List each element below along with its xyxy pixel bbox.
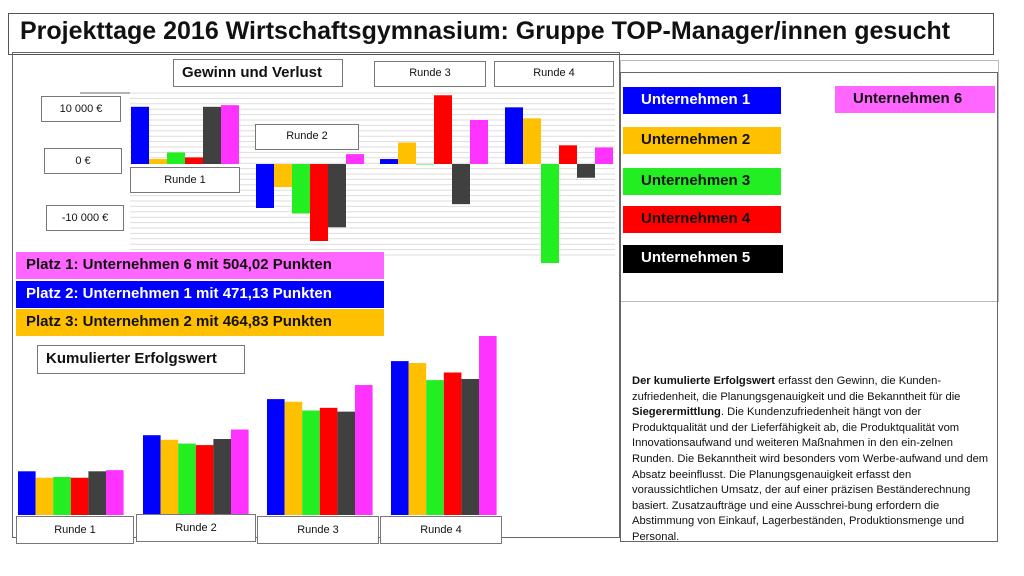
cumulative-bar	[391, 361, 409, 515]
note-text-2: . Die Kundenzufriedenheit hängt von der …	[632, 406, 989, 543]
legend-unternehmen-6: Unternehmen 6	[835, 86, 995, 113]
cumulative-bar	[35, 477, 54, 515]
profit-bar	[310, 164, 328, 241]
profit-bar	[559, 145, 577, 164]
profit-bar	[256, 164, 274, 208]
profit-bar	[203, 106, 221, 164]
cumulative-bar	[160, 439, 179, 515]
legend-unternehmen-2: Unternehmen 2	[623, 127, 781, 154]
cumulative-bar	[408, 363, 427, 515]
profit-bar	[292, 164, 310, 214]
cumulative-bar	[302, 410, 320, 515]
legend-unternehmen-5: Unternehmen 5	[623, 245, 783, 273]
profit-bar	[149, 159, 167, 164]
profit-bar	[416, 164, 434, 165]
cumulative-chart-title: Kumulierter Erfolgswert	[37, 345, 245, 374]
cumulative-bar	[267, 399, 285, 515]
cum-round-label-1: Runde 1	[16, 516, 134, 544]
y-label-minus-10000: -10 000 €	[46, 205, 124, 231]
profit-bar	[221, 105, 239, 164]
profit-bar	[452, 164, 470, 205]
ranking-place-1: Platz 1: Unternehmen 6 mit 504,02 Punkte…	[16, 252, 384, 279]
legend-unternehmen-4: Unternehmen 4	[623, 206, 781, 233]
cumulative-bar	[479, 336, 497, 515]
note-text-1: erfasst den Gewinn, die Kunden-zufrieden…	[632, 375, 961, 403]
round-label-2: Runde 2	[255, 124, 359, 150]
round-label-1: Runde 1	[130, 167, 240, 193]
note-bold-2: Siegerermittlung	[632, 406, 721, 419]
profit-bar	[274, 164, 292, 188]
cumulative-bar	[355, 385, 373, 515]
cumulative-bar	[443, 372, 462, 515]
cumulative-bar	[231, 429, 249, 515]
profit-bar	[346, 154, 364, 164]
profit-chart-title: Gewinn und Verlust	[173, 59, 343, 87]
cumulative-bar	[284, 401, 303, 515]
profit-bar	[523, 118, 541, 164]
page-title: Projekttage 2016 Wirtschaftsgymnasium: G…	[20, 17, 951, 45]
cumulative-bar	[143, 435, 161, 515]
note-bold-1: Der kumulierte Erfolgswert	[632, 375, 775, 387]
profit-bar	[595, 147, 613, 164]
right-panel-frame	[620, 72, 998, 542]
legend-unternehmen-3: Unternehmen 3	[623, 168, 781, 195]
ranking-place-2: Platz 2: Unternehmen 1 mit 471,13 Punkte…	[16, 281, 384, 308]
profit-bar	[328, 164, 346, 228]
cumulative-bar	[461, 378, 479, 515]
cumulative-bar	[426, 380, 444, 515]
profit-bar	[470, 120, 488, 164]
round-label-4: Runde 4	[494, 61, 614, 87]
cumulative-bar	[195, 445, 214, 515]
profit-bar	[505, 107, 523, 164]
cum-round-label-4: Runde 4	[380, 516, 502, 544]
cumulative-bar	[178, 443, 196, 515]
cumulative-bar	[88, 471, 106, 515]
profit-bar	[380, 159, 398, 164]
title-box	[8, 13, 994, 55]
y-label-10000: 10 000 €	[41, 96, 121, 122]
ranking-place-3: Platz 3: Unternehmen 2 mit 464,83 Punkte…	[16, 309, 384, 336]
cumulative-bar	[70, 477, 89, 515]
cumulative-bar	[337, 411, 355, 515]
profit-loss-chart	[80, 92, 615, 263]
cum-round-label-3: Runde 3	[257, 516, 379, 544]
round-label-3: Runde 3	[374, 61, 486, 87]
profit-bar	[185, 157, 203, 164]
profit-bar	[131, 106, 149, 164]
profit-bar	[434, 95, 452, 164]
cumulative-bar	[319, 407, 338, 515]
cumulative-bar	[18, 471, 36, 515]
cumulative-bar	[53, 477, 71, 515]
profit-bar	[577, 164, 595, 178]
y-label-0: 0 €	[44, 148, 122, 174]
cumulative-bar	[213, 439, 231, 515]
cumulative-bar	[106, 470, 124, 515]
profit-bar	[398, 142, 416, 164]
explanation-note: Der kumulierte Erfolgswert erfasst den G…	[632, 374, 992, 546]
cumulative-chart	[18, 336, 497, 515]
cum-round-label-2: Runde 2	[136, 514, 256, 542]
profit-bar	[167, 152, 185, 164]
profit-bar	[541, 164, 559, 263]
legend-unternehmen-1: Unternehmen 1	[623, 87, 781, 114]
